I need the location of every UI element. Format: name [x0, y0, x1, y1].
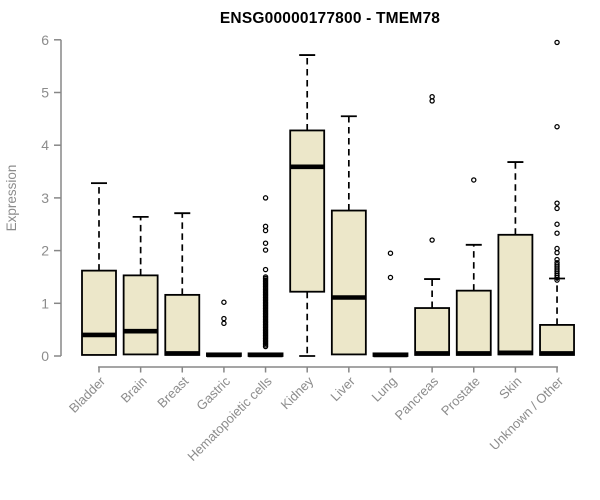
outlier-point	[471, 177, 477, 183]
x-tick-label-pancreas: Pancreas	[392, 373, 442, 423]
y-tick-label: 5	[41, 85, 49, 101]
outlier-point	[221, 299, 227, 305]
outlier-point	[387, 274, 394, 281]
y-tick-label: 3	[41, 190, 49, 206]
box-pancreas	[414, 93, 451, 356]
box-kidney	[289, 54, 326, 357]
box-bladder	[81, 182, 117, 356]
iqr-box	[497, 233, 534, 356]
box-skin	[497, 161, 534, 356]
outlier-point	[221, 320, 227, 327]
outlier-point	[554, 200, 560, 206]
chart-title: ENSG00000177800 - TMEM78	[219, 10, 441, 27]
x-tick-label-kidney: Kidney	[278, 373, 317, 412]
iqr-box	[455, 289, 492, 356]
box-unknown-other	[539, 39, 575, 356]
box-hematopoietic-cells	[247, 195, 284, 358]
iqr-box	[164, 293, 201, 356]
x-tick-label-gastric: Gastric	[193, 373, 233, 413]
box-prostate	[455, 177, 492, 356]
box-breast	[164, 212, 201, 356]
outlier-point	[262, 266, 269, 273]
x-tick-label-bladder: Bladder	[66, 373, 109, 416]
outlier-point	[262, 240, 269, 246]
outlier-point	[429, 93, 435, 100]
iqr-box	[81, 269, 117, 356]
y-tick-label: 0	[41, 348, 49, 364]
box-lung	[372, 250, 409, 358]
outlier-point	[554, 221, 560, 227]
outlier-point	[262, 343, 269, 350]
outlier-point	[554, 39, 560, 46]
y-tick-label: 4	[41, 137, 49, 153]
outlier-point	[262, 227, 269, 234]
outlier-point	[554, 256, 560, 263]
outlier-point	[262, 223, 269, 230]
outlier-point	[554, 277, 560, 283]
outlier-point	[429, 237, 435, 243]
iqr-box	[330, 209, 367, 356]
iqr-box	[414, 307, 451, 356]
outlier-point	[554, 245, 560, 252]
x-tick-label-brain: Brain	[118, 374, 150, 406]
y-tick-label: 2	[41, 243, 49, 259]
y-tick-label: 1	[41, 295, 49, 311]
outlier-point	[387, 250, 394, 256]
iqr-box	[539, 324, 575, 356]
x-tick-label-liver: Liver	[327, 373, 358, 404]
iqr-box	[122, 274, 159, 356]
outlier-point	[262, 195, 269, 201]
box-liver	[330, 115, 367, 356]
y-axis: 0 1 2 3 4 5 6 Expression	[4, 32, 62, 364]
x-tick-label-unknown-other: Unknown / Other	[487, 373, 567, 453]
x-tick-label-prostate: Prostate	[438, 374, 483, 419]
outlier-point	[554, 274, 560, 281]
outlier-point	[554, 249, 560, 256]
outlier-point	[554, 230, 560, 236]
outlier-point	[429, 98, 435, 104]
box-brain	[122, 215, 159, 356]
y-tick-label: 6	[41, 32, 49, 48]
x-tick-label-lung: Lung	[369, 374, 400, 405]
iqr-box	[289, 129, 326, 293]
outlier-point	[262, 247, 269, 253]
outlier-point	[554, 205, 560, 212]
x-tick-label-breast: Breast	[154, 373, 191, 410]
x-tick-label-skin: Skin	[496, 374, 524, 402]
y-axis-title: Expression	[4, 165, 19, 232]
outlier-point	[221, 315, 227, 322]
outlier-point	[554, 124, 560, 130]
box-gastric	[206, 299, 242, 358]
